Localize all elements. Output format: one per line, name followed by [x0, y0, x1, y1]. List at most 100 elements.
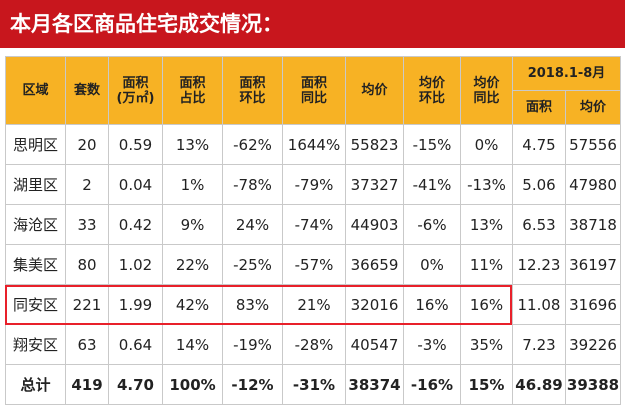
header-text: 均价: [473, 75, 500, 91]
header-text: 区域: [22, 83, 49, 98]
cell: 15%: [460, 364, 513, 405]
header-text: 套数: [73, 83, 100, 98]
column-header: 套数: [65, 56, 109, 125]
header-row: 区域 套数 面积 (万㎡) 面积 占比 面积 环比 面积 同比 均价 均价 环比 均价 同比 2018.1-8…: [5, 56, 622, 125]
cell: 7.23: [512, 324, 566, 365]
cell: 31696: [564, 284, 622, 325]
header-text: 面积: [239, 75, 266, 91]
cell: 44903: [345, 204, 404, 245]
cell: 0%: [403, 244, 461, 285]
table-row: 湖里区 2 0.04 1% -78% -79% 37327 -41% -13% 5.06 47980: [5, 164, 622, 205]
header-text: 均价: [418, 75, 445, 91]
total-row: 总计 419 4.70 100% -12% -31% 38374 -16% 15% 46.89 39…: [5, 364, 622, 405]
cell: 湖里区: [5, 164, 66, 205]
cell: 39388: [564, 364, 622, 405]
header-text: 均价: [361, 83, 388, 98]
column-header: 均价 环比: [403, 56, 461, 125]
cell: 33: [65, 204, 109, 245]
table-row: 海沧区 33 0.42 9% 24% -74% 44903 -6% 13% 6.53 38718: [5, 204, 622, 245]
cell: 11.08: [512, 284, 566, 325]
cell: 32016: [345, 284, 404, 325]
header-text: 环比: [239, 90, 266, 106]
group-header: 2018.1-8月: [511, 56, 622, 91]
table-row: 集美区 80 1.02 22% -25% -57% 36659 0% 11% 12.23 36197: [5, 244, 622, 285]
cell: -57%: [282, 244, 346, 285]
header-text: 同比: [473, 90, 500, 106]
header-text: 环比: [418, 90, 445, 106]
cell: -16%: [403, 364, 461, 405]
cell: 1.99: [108, 284, 163, 325]
header-text: 占比: [179, 90, 206, 106]
cell: 100%: [162, 364, 223, 405]
header-text: (万㎡): [116, 90, 155, 106]
cell: 0.64: [108, 324, 163, 365]
column-header: 面积 (万㎡): [108, 56, 163, 125]
header-text: 同比: [300, 90, 327, 106]
cell: 83%: [222, 284, 283, 325]
cell: 16%: [403, 284, 461, 325]
cell: 5.06: [512, 164, 566, 205]
cell: 9%: [162, 204, 223, 245]
cell: -31%: [282, 364, 346, 405]
cell: -78%: [222, 164, 283, 205]
cell: 38718: [564, 204, 622, 245]
cell: 38374: [345, 364, 404, 405]
cell: 海沧区: [5, 204, 66, 245]
cell: 36197: [564, 244, 622, 285]
column-header: 面积 同比: [282, 56, 346, 125]
column-header: 区域: [5, 56, 66, 125]
header-text: 面积: [122, 75, 149, 91]
cell: 0.59: [108, 124, 163, 165]
cell: -79%: [282, 164, 346, 205]
column-header: 均价 同比: [460, 56, 513, 125]
cell: 20: [65, 124, 109, 165]
cell: -28%: [282, 324, 346, 365]
header-text: 面积: [300, 75, 327, 91]
cell: 1.02: [108, 244, 163, 285]
cell: 42%: [162, 284, 223, 325]
title: 本月各区商品住宅成交情况：: [0, 0, 625, 48]
table-row: 翔安区 63 0.64 14% -19% -28% 40547 -3% 35% 7.23 39226: [5, 324, 622, 365]
cell: 47980: [564, 164, 622, 205]
cell: 21%: [282, 284, 346, 325]
cell: 集美区: [5, 244, 66, 285]
column-header: 面积 环比: [222, 56, 283, 125]
column-header: 均价: [564, 90, 622, 125]
cell: 0%: [460, 124, 513, 165]
cell: 14%: [162, 324, 223, 365]
cell: 24%: [222, 204, 283, 245]
cell: 0.42: [108, 204, 163, 245]
table-row: 思明区 20 0.59 13% -62% 1644% 55823 -15% 0% 4.75 5755…: [5, 124, 622, 165]
cell: -62%: [222, 124, 283, 165]
cell: 6.53: [512, 204, 566, 245]
cell: 13%: [460, 204, 513, 245]
table: 区域 套数 面积 (万㎡) 面积 占比 面积 环比 面积 同比 均价 均价 环比 均价 同比 2018.1-8…: [5, 56, 622, 405]
cell: 4.75: [512, 124, 566, 165]
cell: 11%: [460, 244, 513, 285]
column-header: 面积: [512, 90, 566, 125]
cell: 总计: [5, 364, 66, 405]
cell: -6%: [403, 204, 461, 245]
cell: 思明区: [5, 124, 66, 165]
cell: 40547: [345, 324, 404, 365]
cell: 0.04: [108, 164, 163, 205]
cell: 1644%: [282, 124, 346, 165]
cell: 39226: [564, 324, 622, 365]
cell: -3%: [403, 324, 461, 365]
cell: -41%: [403, 164, 461, 205]
cell: -74%: [282, 204, 346, 245]
cell: 同安区: [5, 284, 66, 325]
cell: 57556: [564, 124, 622, 165]
cell: 63: [65, 324, 109, 365]
cell: 2: [65, 164, 109, 205]
cell: 4.70: [108, 364, 163, 405]
cell: 46.89: [512, 364, 566, 405]
cell: 13%: [162, 124, 223, 165]
column-header: 均价: [345, 56, 404, 125]
cell: 翔安区: [5, 324, 66, 365]
cell: -25%: [222, 244, 283, 285]
cell: -15%: [403, 124, 461, 165]
cell: 55823: [345, 124, 404, 165]
cell: 22%: [162, 244, 223, 285]
